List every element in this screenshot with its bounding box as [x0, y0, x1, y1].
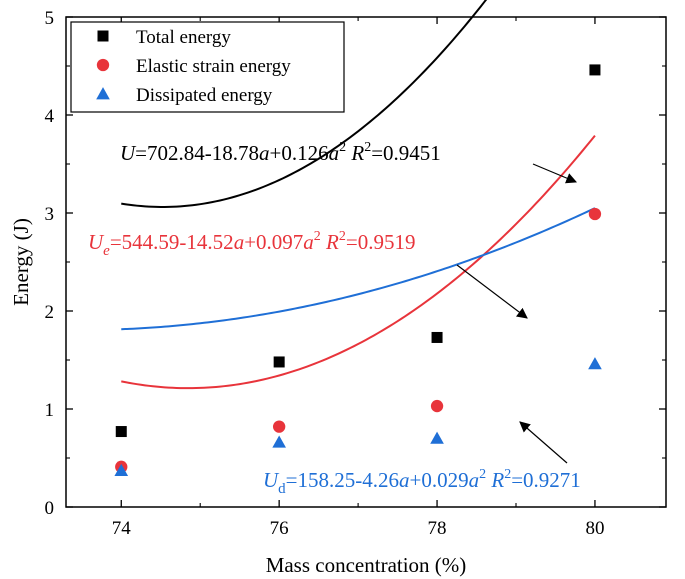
data-point-dissipated-energy	[114, 463, 129, 477]
annotation-arrow	[532, 163, 577, 184]
data-point-total-energy	[273, 356, 285, 368]
fit-curve-total-energy	[121, 0, 488, 208]
legend-marker	[96, 87, 110, 100]
legend-marker	[96, 58, 110, 72]
y-tick-label: 2	[45, 302, 55, 323]
data-point-total-energy	[589, 64, 601, 76]
legend-label: Elastic strain energy	[136, 56, 291, 77]
legend-box	[70, 21, 345, 113]
legend-label: Dissipated energy	[136, 85, 273, 106]
fit-curve-elastic-strain-energy	[121, 134, 596, 390]
y-tick-label: 3	[45, 204, 55, 225]
annotation-arrow	[456, 264, 528, 319]
y-tick-label: 5	[45, 8, 55, 29]
x-tick-label: 74	[112, 518, 132, 539]
data-point-dissipated-energy	[430, 431, 444, 444]
data-point-total-energy	[115, 426, 127, 438]
data-markers	[114, 64, 602, 477]
x-tick-label: 76	[270, 518, 289, 539]
fit-equation: Ud=158.25-4.26a+0.029a2 R2=0.9271	[263, 467, 581, 497]
legend: Total energy Elastic strain energy Dissipa…	[70, 21, 345, 113]
data-point-dissipated-energy	[272, 435, 286, 448]
y-axis-label: Energy (J)	[9, 218, 33, 306]
axes: 74 76 78 80 0 1 2 3 4 5 Mass concentration (%) Ener…	[9, 8, 667, 577]
fit-equations: U=702.84-18.78a+0.126a2 R2=0.9451 Ue=544.…	[88, 140, 581, 497]
legend-marker	[97, 30, 109, 42]
fit-curve-dissipated-energy	[121, 207, 596, 331]
x-tick-label: 78	[428, 518, 447, 539]
legend-label: Total energy	[136, 27, 231, 48]
y-tick-label: 0	[45, 498, 55, 519]
x-axis-label: Mass concentration (%)	[266, 553, 467, 577]
data-point-elastic-strain-energy	[588, 207, 602, 221]
data-point-elastic-strain-energy	[272, 420, 286, 433]
annotation-arrows	[456, 163, 577, 464]
data-point-elastic-strain-energy	[430, 399, 444, 413]
y-tick-label: 1	[45, 400, 55, 421]
fit-equation: U=702.84-18.78a+0.126a2 R2=0.9451	[120, 140, 441, 165]
fit-curves	[121, 0, 596, 390]
data-point-total-energy	[431, 331, 443, 343]
y-tick-label: 4	[45, 106, 55, 127]
x-tick-label: 80	[585, 518, 604, 539]
annotation-arrow	[519, 421, 568, 464]
fit-equation: Ue=544.59-14.52a+0.097a2 R2=0.9519	[88, 229, 415, 259]
data-point-dissipated-energy	[588, 357, 602, 370]
